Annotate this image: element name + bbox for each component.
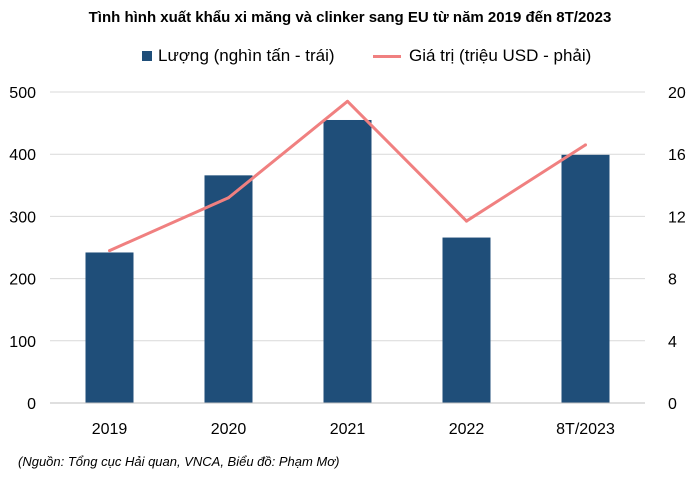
y-left-tick-label: 400 [9, 147, 36, 164]
x-tick-label: 8T/2023 [556, 421, 615, 438]
legend-label-value: Giá trị (triệu USD - phải) [409, 46, 592, 65]
y-right-tick-label: 8 [668, 272, 677, 289]
bar [323, 119, 372, 404]
y-left-tick-label: 0 [27, 396, 36, 413]
legend-item-value: Giá trị (triệu USD - phải) [373, 46, 591, 66]
y-right-tick-label: 0 [668, 396, 677, 413]
bar [204, 175, 253, 403]
line-point [584, 143, 587, 147]
line-point [108, 249, 111, 253]
legend-swatch-bar [142, 51, 152, 61]
legend-swatch-line [373, 54, 401, 58]
line-point [227, 196, 230, 200]
legend: Lượng (nghìn tấn - trái) Giá trị (triệu … [0, 46, 700, 72]
y-right-tick-label: 4 [668, 334, 677, 351]
line-point [346, 99, 349, 103]
source-note: (Nguồn: Tổng cục Hải quan, VNCA, Biểu đồ… [18, 454, 340, 469]
y-left-tick-label: 200 [9, 272, 36, 289]
legend-label-quantity: Lượng (nghìn tấn - trái) [158, 46, 335, 65]
x-tick-label: 2021 [330, 421, 366, 438]
x-tick-label: 2020 [211, 421, 247, 438]
bar [561, 154, 610, 403]
y-left-tick-label: 500 [9, 85, 36, 102]
y-right-tick-label: 12 [668, 209, 686, 226]
bar [442, 237, 491, 403]
x-tick-label: 2022 [449, 421, 485, 438]
y-left-tick-label: 300 [9, 209, 36, 226]
y-right-tick-label: 16 [668, 147, 686, 164]
bar [85, 252, 134, 403]
legend-item-quantity: Lượng (nghìn tấn - trái) [142, 46, 335, 66]
chart-title: Tình hình xuất khẩu xi măng và clinker s… [88, 9, 612, 26]
y-left-tick-label: 100 [9, 334, 36, 351]
y-right-tick-label: 20 [668, 85, 686, 102]
x-tick-label: 2019 [92, 421, 128, 438]
line-point [465, 219, 468, 223]
